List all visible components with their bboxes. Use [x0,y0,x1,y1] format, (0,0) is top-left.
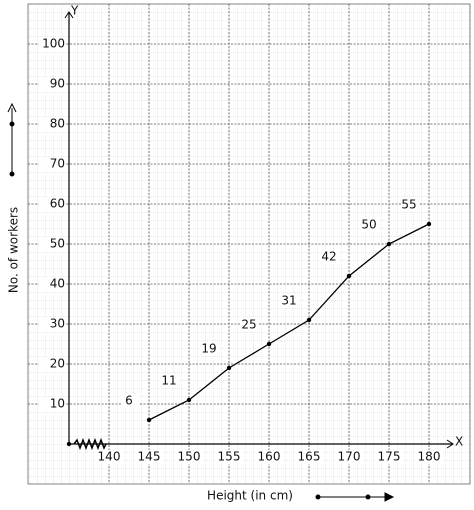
point [426,221,432,227]
y-axis-name: Y [70,4,79,18]
data-label: 31 [281,294,296,308]
label-bg [361,218,379,232]
label-bg [39,117,65,131]
label-bg [201,342,219,356]
label-bg [39,237,65,251]
data-label: 11 [161,374,176,388]
x-tick-label: 150 [178,450,201,464]
y-tick-label: 50 [50,237,65,251]
y-tick-label: 100 [42,37,65,51]
label-bg [415,450,443,464]
label-bg [135,450,163,464]
label-bg [95,450,123,464]
plot: 10 20 30 40 50 60 70 80 90 100 140 145 150 155 160 165 1… [39,4,463,464]
label-bg [281,294,299,308]
x-tick-label: 180 [418,450,441,464]
point [386,241,392,247]
label-bg [39,37,65,51]
label-bg [215,450,243,464]
y-axis-title: No. of workers [7,207,21,293]
label-bg [321,250,339,264]
point [186,397,192,403]
y-tick-label: 40 [50,277,65,291]
label-bg [39,197,65,211]
data-label: 6 [125,394,133,408]
y-axis-arrow [64,11,74,19]
point [226,365,232,371]
x-axis-title: Height (in cm) [207,489,293,503]
x-axis-arrow [446,439,454,449]
point [146,417,152,423]
x-tick-label: 170 [338,450,361,464]
data-label: 25 [241,318,256,332]
y-tick-label: 80 [50,117,65,131]
label-bg [39,357,65,371]
label-bg [39,397,65,411]
decorative-arrows [7,102,395,502]
y-tick-label: 70 [50,157,65,171]
label-bg [295,450,323,464]
data-label: 42 [321,250,336,264]
origin-dot [66,441,72,447]
data-label: 19 [201,342,216,356]
x-tick-label: 155 [218,450,241,464]
y-tick-label: 10 [50,397,65,411]
point [306,317,312,323]
series-line [148,223,430,421]
label-bg [241,318,259,332]
label-bg [121,394,139,408]
x-axis-name: X [455,435,463,449]
x-tick-label: 165 [298,450,321,464]
x-tick-label: 140 [98,450,121,464]
label-bg [401,198,419,212]
grid [28,4,470,484]
y-tick-label: 20 [50,357,65,371]
point [266,341,272,347]
label-bg [255,450,283,464]
y-tick-label: 90 [50,77,65,91]
label-bg [375,450,403,464]
axis-break [73,437,107,451]
label-bg [39,277,65,291]
label-bg [175,450,203,464]
point [346,273,352,279]
label-bg [39,157,65,171]
label-bg [39,77,65,91]
data-label: 50 [361,218,376,232]
x-tick-label: 160 [258,450,281,464]
y-tick-label: 30 [50,317,65,331]
data-label: 55 [401,198,416,212]
label-bg [161,374,179,388]
label-bg [335,450,363,464]
label-bg [39,317,65,331]
x-tick-label: 175 [378,450,401,464]
y-tick-label: 60 [50,197,65,211]
x-tick-label: 145 [138,450,161,464]
